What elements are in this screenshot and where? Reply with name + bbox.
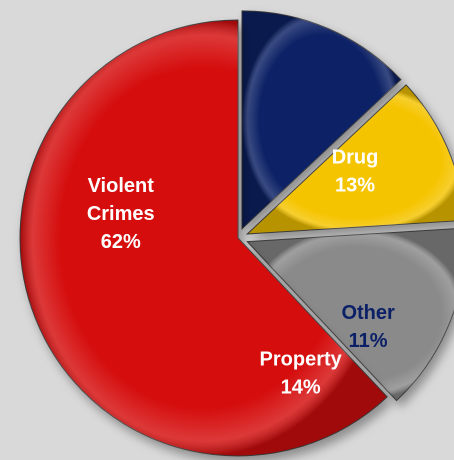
- pie-slice-shading-violent-crimes: [19, 20, 388, 456]
- pie-labels: Drug 13% Other 11% Property 14% Violent Crimes 6…: [87, 146, 395, 398]
- pie-label-name: Crimes: [87, 203, 155, 225]
- pie-label-percent: 13%: [335, 174, 375, 196]
- pie-slice-shading-property: [247, 228, 454, 401]
- pie-slices: [19, 10, 454, 457]
- pie-label-name: Property: [260, 348, 343, 370]
- pie-label-name: Other: [341, 302, 395, 324]
- pie-label-percent: 62%: [101, 231, 141, 253]
- pie-slice-shading-drug: [241, 10, 401, 229]
- pie-label-drug: Drug 13%: [332, 146, 379, 196]
- pie-label-percent: 14%: [281, 376, 321, 398]
- pie-slice-shading-other: [247, 84, 454, 235]
- pie-label-other: Other 11%: [341, 302, 395, 352]
- pie-label-name: Drug: [332, 146, 379, 168]
- pie-label-percent: 11%: [349, 330, 388, 352]
- pie-label-name: Violent: [88, 175, 155, 197]
- pie-label-property: Property 14%: [260, 348, 343, 398]
- pie-label-violent-crimes: Violent Crimes 62%: [87, 175, 155, 253]
